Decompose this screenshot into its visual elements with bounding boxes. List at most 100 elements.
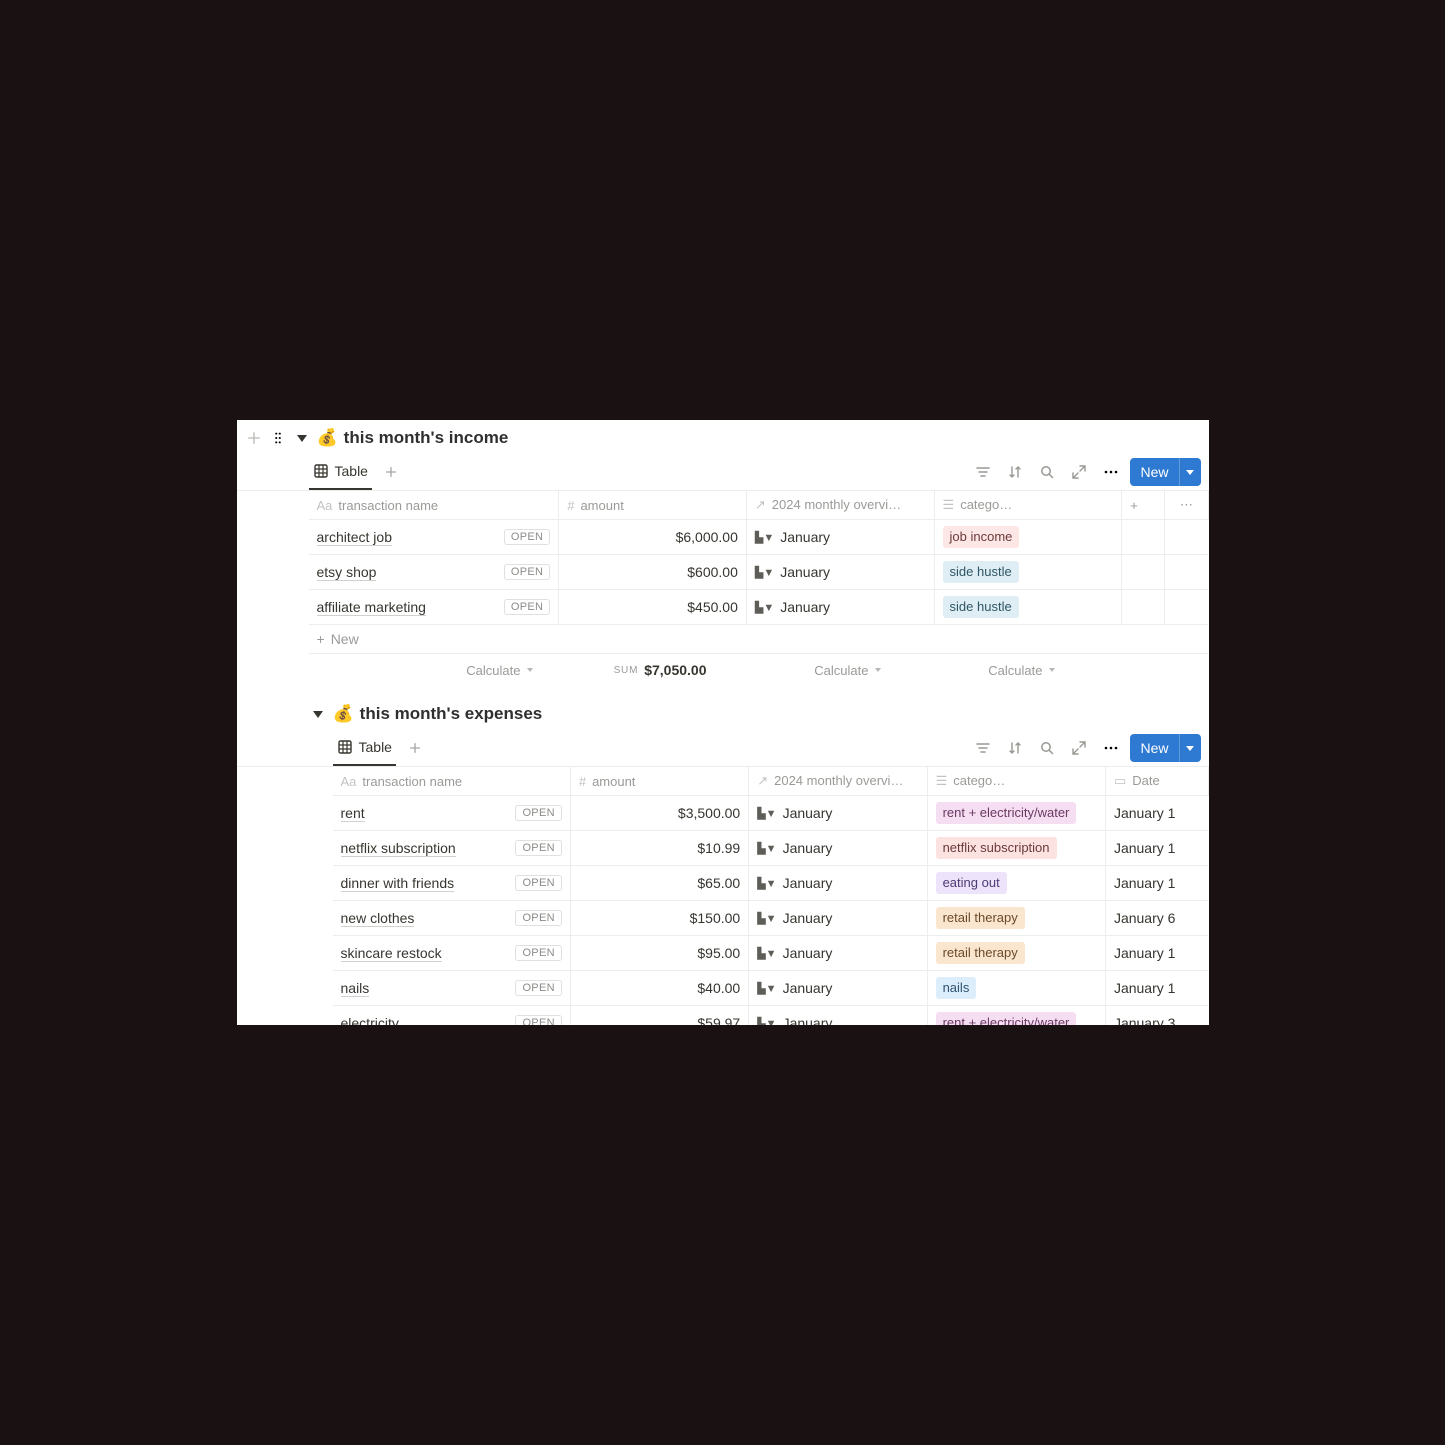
table-row[interactable]: skincare restock OPEN $95.00 ▙▼January retai… — [333, 936, 1209, 971]
col-name[interactable]: Aatransaction name — [333, 767, 571, 796]
category-tag[interactable]: rent + electricity/water — [936, 1012, 1077, 1025]
open-button[interactable]: OPEN — [515, 945, 561, 961]
relation-cell[interactable]: ▙▼January — [757, 945, 918, 961]
category-tag[interactable]: retail therapy — [936, 942, 1025, 964]
amount-cell[interactable]: $600.00 — [559, 555, 747, 590]
sort-icon[interactable] — [1002, 459, 1028, 485]
row-name[interactable]: netflix subscription — [341, 840, 456, 857]
date-cell[interactable]: January 1 — [1105, 866, 1208, 901]
amount-cell[interactable]: $450.00 — [559, 590, 747, 625]
sort-icon[interactable] — [1002, 735, 1028, 761]
row-name[interactable]: dinner with friends — [341, 875, 455, 892]
relation-cell[interactable]: ▙▼January — [757, 1015, 918, 1025]
drag-handle-icon[interactable] — [269, 429, 287, 447]
row-name[interactable]: new clothes — [341, 910, 415, 927]
add-view-button[interactable] — [404, 737, 426, 759]
tab-table[interactable]: Table — [333, 730, 396, 766]
filter-icon[interactable] — [970, 459, 996, 485]
calculate-cell[interactable]: Calculate — [715, 660, 889, 680]
table-row[interactable]: affiliate marketing OPEN $450.00 ▙▼January s… — [309, 590, 1209, 625]
toggle-collapse-icon[interactable] — [309, 705, 327, 723]
open-button[interactable]: OPEN — [504, 599, 550, 615]
open-button[interactable]: OPEN — [515, 1015, 561, 1025]
category-tag[interactable]: nails — [936, 977, 977, 999]
add-view-button[interactable] — [380, 461, 402, 483]
filter-icon[interactable] — [970, 735, 996, 761]
new-row[interactable]: +New — [309, 625, 1209, 654]
relation-cell[interactable]: ▙▼January — [757, 875, 918, 891]
col-name[interactable]: Aatransaction name — [309, 491, 559, 520]
col-overview[interactable]: ↗2024 monthly overvi… — [746, 491, 934, 520]
table-row[interactable]: rent OPEN $3,500.00 ▙▼January rent + electri… — [333, 796, 1209, 831]
amount-cell[interactable]: $10.99 — [570, 831, 748, 866]
table-row[interactable]: architect jobOPEN$6,000.00▙▼Januaryjob i… — [309, 520, 1209, 555]
table-row[interactable]: netflix subscriptionOPEN$10.99▙▼Januaryn… — [333, 831, 1209, 866]
amount-cell[interactable]: $40.00 — [570, 971, 748, 1006]
row-name[interactable]: etsy shop — [317, 564, 377, 581]
category-tag[interactable]: side hustle — [943, 596, 1019, 618]
open-button[interactable]: OPEN — [515, 980, 561, 996]
table-row[interactable]: nails OPEN $40.00 ▙▼January nails January 1 — [333, 971, 1209, 1006]
date-cell[interactable]: January 1 — [1105, 936, 1208, 971]
relation-cell[interactable]: ▙▼January — [755, 599, 926, 615]
open-button[interactable]: OPEN — [515, 910, 561, 926]
new-button[interactable]: New — [1130, 458, 1200, 486]
col-date[interactable]: ▭Date — [1105, 767, 1208, 796]
more-icon[interactable] — [1098, 735, 1124, 761]
row-name[interactable]: skincare restock — [341, 945, 442, 962]
tab-table[interactable]: Table — [309, 454, 372, 490]
relation-cell[interactable]: ▙▼January — [755, 564, 926, 580]
row-name[interactable]: rent — [341, 805, 365, 822]
open-button[interactable]: OPEN — [504, 529, 550, 545]
category-tag[interactable]: job income — [943, 526, 1020, 548]
date-cell[interactable]: January 3 — [1105, 1006, 1208, 1026]
relation-cell[interactable]: ▙▼January — [757, 910, 918, 926]
open-button[interactable]: OPEN — [515, 875, 561, 891]
open-button[interactable]: OPEN — [504, 564, 550, 580]
table-row[interactable]: electricityOPEN$59.97▙▼Januaryrent + ele… — [333, 1006, 1209, 1026]
calculate-cell[interactable]: SUM $7,050.00 — [541, 660, 715, 680]
category-tag[interactable]: retail therapy — [936, 907, 1025, 929]
col-category[interactable]: ☰catego… — [927, 767, 1105, 796]
open-button[interactable]: OPEN — [515, 805, 561, 821]
column-more-button[interactable]: ⋯ — [1165, 491, 1208, 520]
add-block-icon[interactable] — [245, 429, 263, 447]
category-tag[interactable]: netflix subscription — [936, 837, 1057, 859]
search-icon[interactable] — [1034, 459, 1060, 485]
new-button-dropdown[interactable] — [1179, 458, 1201, 486]
category-tag[interactable]: rent + electricity/water — [936, 802, 1077, 824]
relation-cell[interactable]: ▙▼January — [755, 529, 926, 545]
row-name[interactable]: electricity — [341, 1015, 399, 1026]
row-name[interactable]: affiliate marketing — [317, 599, 426, 616]
table-row[interactable]: etsy shop OPEN $600.00 ▙▼January side hustle — [309, 555, 1209, 590]
expenses-title[interactable]: 💰 this month's expenses — [333, 704, 543, 724]
add-column-button[interactable]: + — [1122, 491, 1165, 520]
expand-icon[interactable] — [1066, 459, 1092, 485]
table-row[interactable]: dinner with friends OPEN $65.00 ▙▼January ea… — [333, 866, 1209, 901]
new-button-dropdown[interactable] — [1179, 734, 1201, 762]
more-icon[interactable] — [1098, 459, 1124, 485]
amount-cell[interactable]: $150.00 — [570, 901, 748, 936]
amount-cell[interactable]: $3,500.00 — [570, 796, 748, 831]
col-overview[interactable]: ↗2024 monthly overvi… — [749, 767, 927, 796]
table-row[interactable]: new clothes OPEN $150.00 ▙▼January retail th… — [333, 901, 1209, 936]
new-button[interactable]: New — [1130, 734, 1200, 762]
category-tag[interactable]: eating out — [936, 872, 1007, 894]
row-name[interactable]: architect job — [317, 529, 392, 546]
expand-icon[interactable] — [1066, 735, 1092, 761]
search-icon[interactable] — [1034, 735, 1060, 761]
category-tag[interactable]: side hustle — [943, 561, 1019, 583]
date-cell[interactable]: January 6 — [1105, 901, 1208, 936]
row-name[interactable]: nails — [341, 980, 370, 997]
relation-cell[interactable]: ▙▼January — [757, 840, 918, 856]
relation-cell[interactable]: ▙▼January — [757, 805, 918, 821]
relation-cell[interactable]: ▙▼January — [757, 980, 918, 996]
date-cell[interactable]: January 1 — [1105, 831, 1208, 866]
amount-cell[interactable]: $95.00 — [570, 936, 748, 971]
col-amount[interactable]: #amount — [570, 767, 748, 796]
amount-cell[interactable]: $65.00 — [570, 866, 748, 901]
date-cell[interactable]: January 1 — [1105, 796, 1208, 831]
date-cell[interactable]: January 1 — [1105, 971, 1208, 1006]
income-title[interactable]: 💰 this month's income — [317, 428, 509, 448]
calculate-cell[interactable]: Calculate — [309, 660, 541, 680]
